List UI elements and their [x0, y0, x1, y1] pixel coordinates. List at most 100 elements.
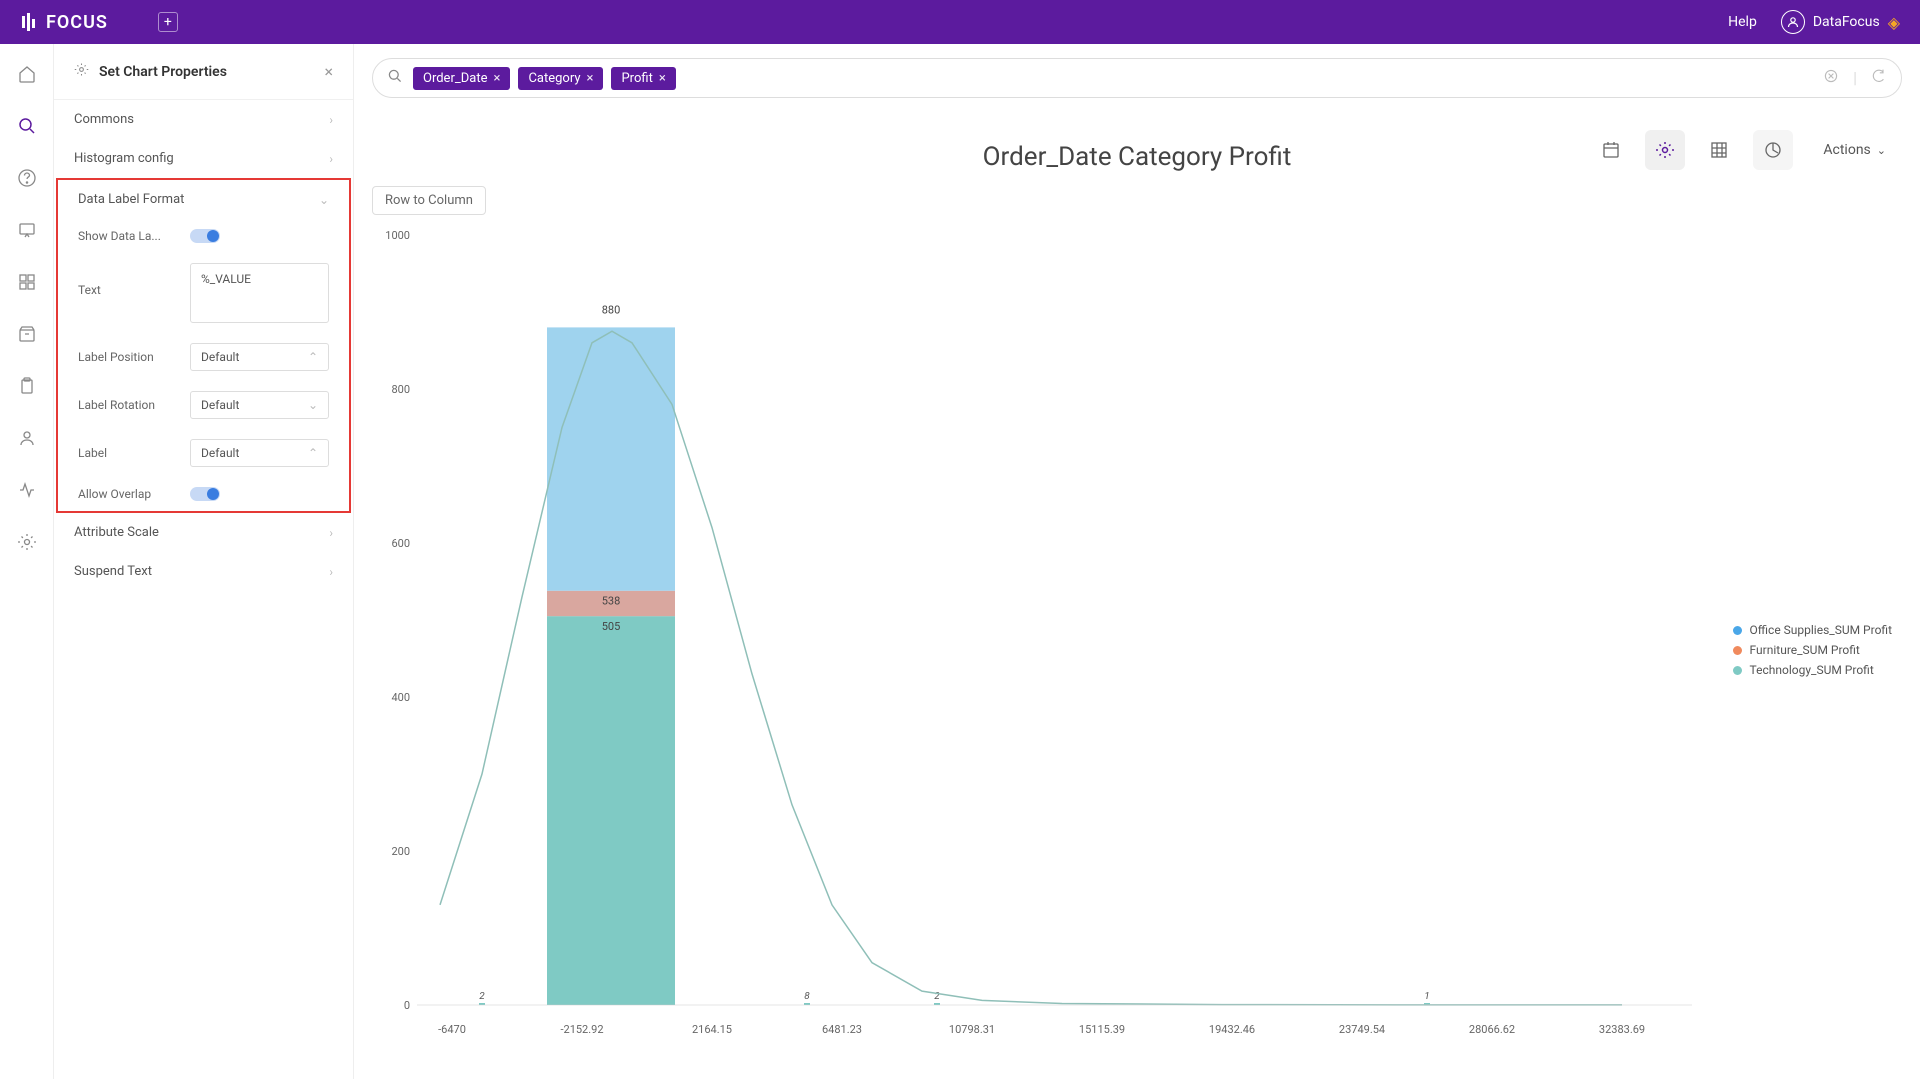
section-data-label-format[interactable]: Data Label Format⌄	[58, 180, 349, 219]
svg-text:800: 800	[391, 383, 410, 396]
svg-text:8: 8	[804, 991, 810, 1002]
search-chip[interactable]: Profit×	[611, 67, 675, 90]
search-chip[interactable]: Order_Date×	[413, 67, 510, 90]
logo-icon	[20, 13, 38, 31]
panel-title: Set Chart Properties	[99, 64, 227, 80]
chart-svg: 02004006008001000-6470-2152.922164.15648…	[372, 225, 1902, 1075]
badge-icon: ◈	[1888, 13, 1900, 32]
chip-remove-icon[interactable]: ×	[587, 71, 594, 86]
svg-text:2: 2	[479, 991, 485, 1002]
allow-overlap-label: Allow Overlap	[78, 487, 178, 501]
svg-text:2164.15: 2164.15	[692, 1023, 732, 1036]
topbar: FOCUS + Help DataFocus ◈	[0, 0, 1920, 44]
tool-calendar-icon[interactable]	[1591, 130, 1631, 170]
svg-text:19432.46: 19432.46	[1209, 1023, 1255, 1036]
label-rotation-label: Label Rotation	[78, 398, 178, 412]
section-commons[interactable]: Commons›	[54, 100, 353, 139]
svg-text:28066.62: 28066.62	[1469, 1023, 1515, 1036]
text-input[interactable]: %_VALUE	[190, 263, 329, 323]
svg-text:538: 538	[602, 595, 621, 608]
label-position-label: Label Position	[78, 350, 178, 364]
tool-chart-type-icon[interactable]	[1753, 130, 1793, 170]
svg-text:0: 0	[404, 999, 410, 1012]
legend-dot-icon	[1733, 666, 1742, 675]
section-suspend-text[interactable]: Suspend Text›	[54, 552, 353, 591]
search-icon	[387, 68, 403, 88]
legend-item[interactable]: Furniture_SUM Profit	[1733, 640, 1892, 660]
svg-text:505: 505	[602, 620, 621, 633]
svg-text:10798.31: 10798.31	[949, 1023, 995, 1036]
label-rotation-select[interactable]: Default⌄	[190, 391, 329, 419]
svg-text:200: 200	[391, 845, 410, 858]
chevron-right-icon: ›	[329, 152, 333, 166]
user-name: DataFocus	[1813, 14, 1880, 30]
properties-panel: Set Chart Properties × Commons› Histogra…	[54, 44, 354, 1079]
nav-grid-icon[interactable]	[15, 270, 39, 294]
help-link[interactable]: Help	[1728, 14, 1757, 30]
svg-text:400: 400	[391, 691, 410, 704]
logo: FOCUS	[20, 12, 108, 33]
chart-area: 02004006008001000-6470-2152.922164.15648…	[372, 225, 1902, 1075]
chevron-down-icon: ⌄	[319, 193, 329, 207]
search-bar[interactable]: Order_Date×Category×Profit× |	[372, 58, 1902, 98]
nav-archive-icon[interactable]	[15, 322, 39, 346]
text-label: Text	[78, 283, 178, 297]
svg-text:600: 600	[391, 537, 410, 550]
chevron-down-icon: ⌄	[308, 398, 318, 412]
svg-text:1000: 1000	[385, 229, 410, 242]
chevron-right-icon: ›	[329, 565, 333, 579]
chevron-right-icon: ›	[329, 113, 333, 127]
search-chip[interactable]: Category×	[518, 67, 603, 90]
search-chips: Order_Date× Category× Profit×	[413, 67, 676, 90]
show-data-label-toggle[interactable]	[190, 229, 220, 243]
section-histogram-config[interactable]: Histogram config›	[54, 139, 353, 178]
nav-strip	[0, 44, 54, 1079]
allow-overlap-toggle[interactable]	[190, 487, 220, 501]
add-button[interactable]: +	[158, 12, 178, 32]
svg-text:15115.39: 15115.39	[1079, 1023, 1125, 1036]
nav-home-icon[interactable]	[15, 62, 39, 86]
nav-search-icon[interactable]	[15, 114, 39, 138]
tool-settings-icon[interactable]	[1645, 130, 1685, 170]
show-data-label-label: Show Data La...	[78, 229, 178, 243]
svg-text:-2152.92: -2152.92	[560, 1023, 603, 1036]
nav-settings-icon[interactable]	[15, 530, 39, 554]
svg-text:1: 1	[1424, 991, 1429, 1002]
nav-user-icon[interactable]	[15, 426, 39, 450]
chevron-down-icon: ⌄	[1877, 144, 1886, 157]
row-to-column-button[interactable]: Row to Column	[372, 186, 486, 215]
actions-button[interactable]: Actions ⌄	[1815, 142, 1894, 158]
clear-search-button[interactable]	[1823, 68, 1839, 88]
panel-header: Set Chart Properties ×	[54, 44, 353, 100]
nav-clipboard-icon[interactable]	[15, 374, 39, 398]
app-name: FOCUS	[46, 12, 108, 33]
chevron-up-icon: ⌃	[308, 446, 318, 460]
data-label-format-section: Data Label Format⌄ Show Data La... Text …	[56, 178, 351, 513]
nav-activity-icon[interactable]	[15, 478, 39, 502]
label-label: Label	[78, 446, 178, 460]
legend-dot-icon	[1733, 646, 1742, 655]
close-panel-button[interactable]: ×	[324, 62, 333, 81]
refresh-search-button[interactable]	[1871, 68, 1887, 88]
chip-remove-icon[interactable]: ×	[659, 71, 666, 86]
chart-legend: Office Supplies_SUM ProfitFurniture_SUM …	[1733, 620, 1892, 680]
nav-present-icon[interactable]	[15, 218, 39, 242]
legend-dot-icon	[1733, 626, 1742, 635]
label-select[interactable]: Default⌃	[190, 439, 329, 467]
svg-text:880: 880	[602, 303, 621, 316]
section-attribute-scale[interactable]: Attribute Scale›	[54, 513, 353, 552]
svg-text:32383.69: 32383.69	[1599, 1023, 1645, 1036]
chevron-right-icon: ›	[329, 526, 333, 540]
gear-icon	[74, 62, 89, 81]
svg-text:6481.23: 6481.23	[822, 1023, 862, 1036]
chip-remove-icon[interactable]: ×	[493, 71, 500, 86]
chevron-up-icon: ⌃	[308, 350, 318, 364]
svg-text:23749.54: 23749.54	[1339, 1023, 1385, 1036]
user-menu[interactable]: DataFocus ◈	[1781, 10, 1900, 34]
legend-item[interactable]: Technology_SUM Profit	[1733, 660, 1892, 680]
legend-item[interactable]: Office Supplies_SUM Profit	[1733, 620, 1892, 640]
main-area: Order_Date×Category×Profit× | Actions ⌄ …	[354, 44, 1920, 1079]
tool-table-icon[interactable]	[1699, 130, 1739, 170]
label-position-select[interactable]: Default⌃	[190, 343, 329, 371]
nav-help-icon[interactable]	[15, 166, 39, 190]
